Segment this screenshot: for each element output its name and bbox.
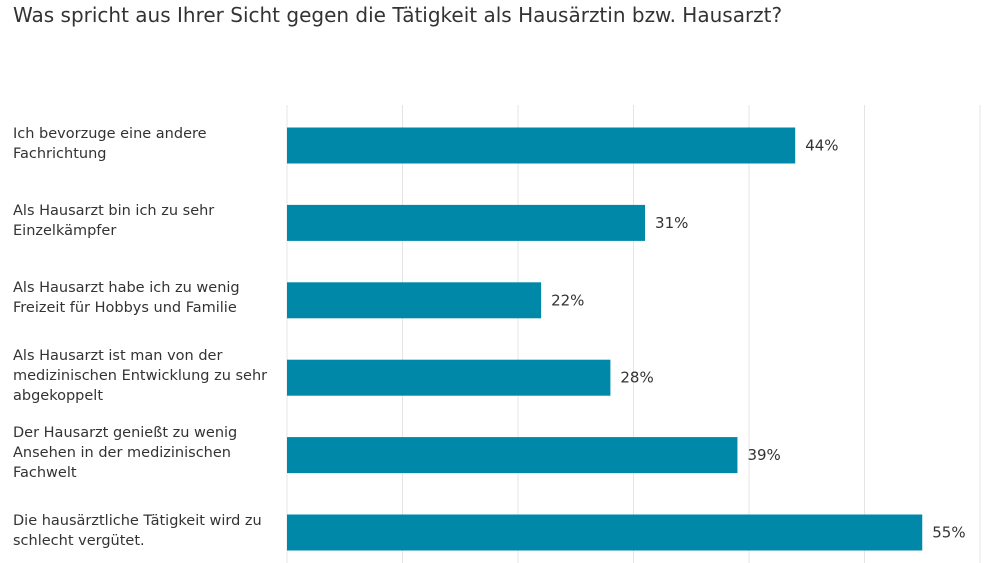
data-label-3: 28% — [620, 369, 653, 387]
bar-4 — [287, 437, 738, 474]
category-label-4: Der Hausarzt genießt zu wenig Ansehen in… — [13, 425, 238, 482]
category-label-5: Die hausärztliche Tätigkeit wird zu schl… — [13, 512, 262, 549]
category-label-3: Als Hausarzt ist man von der medizinisch… — [13, 347, 268, 404]
category-label-2: Als Hausarzt habe ich zu wenig Freizeit … — [13, 280, 240, 317]
bar-0 — [287, 127, 796, 164]
data-label-2: 22% — [551, 291, 584, 309]
bar-3 — [287, 359, 611, 396]
bar-1 — [287, 204, 646, 241]
category-label-1: Als Hausarzt bin ich zu sehr Einzelkämpf… — [13, 202, 215, 239]
data-label-5: 55% — [932, 524, 965, 542]
bar-2 — [287, 282, 542, 319]
category-label-0: Ich bevorzuge eine andere Fachrichtung — [13, 125, 207, 162]
data-label-0: 44% — [805, 137, 838, 155]
data-label-4: 39% — [747, 446, 780, 464]
chart-title: Was spricht aus Ihrer Sicht gegen die Tä… — [13, 3, 783, 27]
bar-5 — [287, 514, 923, 551]
data-label-1: 31% — [655, 214, 688, 232]
